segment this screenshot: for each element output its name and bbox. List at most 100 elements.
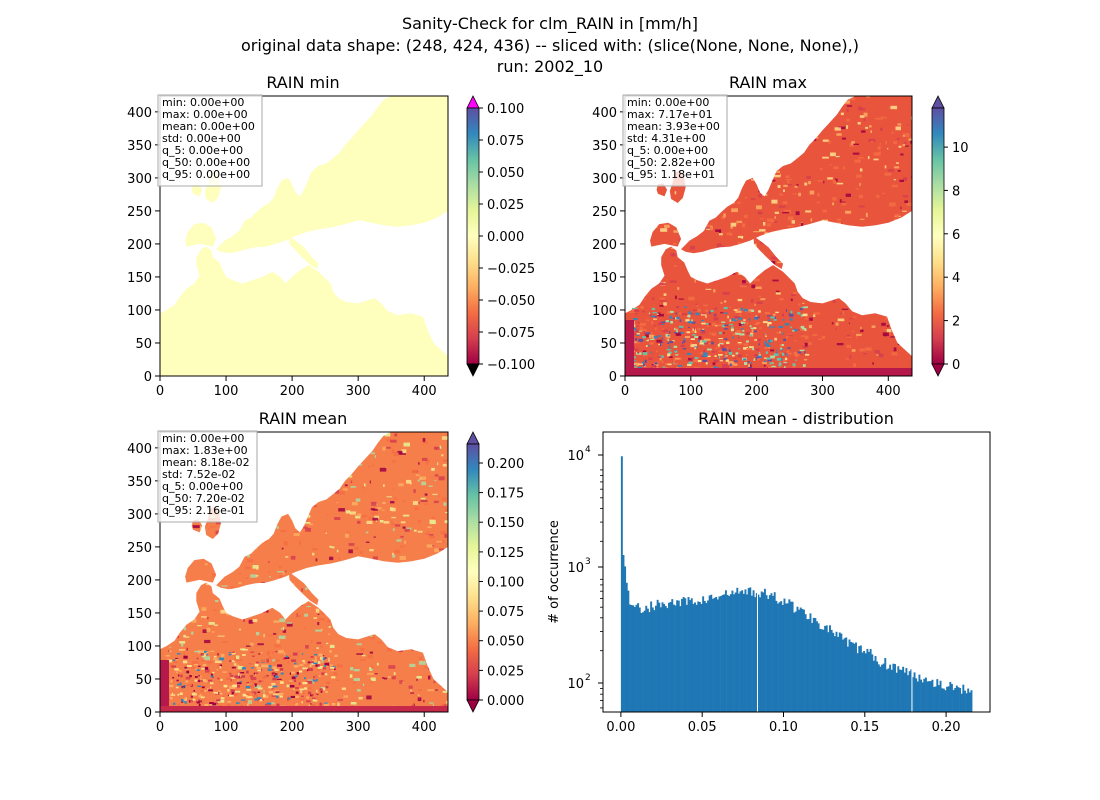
xtick-label: 200 — [280, 384, 305, 399]
ytick-dist: 10 — [567, 677, 584, 692]
hist-bar — [950, 683, 953, 712]
stat-line: mean: 8.18e-02 — [162, 456, 250, 469]
colorbar-tick-label: −0.025 — [487, 262, 535, 277]
hist-bar — [760, 591, 763, 712]
ytick-label: 300 — [127, 172, 152, 187]
hist-bar — [720, 596, 723, 712]
hist-bar — [869, 649, 872, 712]
hist-bar — [742, 593, 745, 712]
hist-bar — [898, 669, 901, 712]
stat-line: q_50: 0.00e+00 — [162, 156, 250, 169]
ylabel-dist: # of occurrence — [547, 520, 562, 624]
histogram-gaps — [756, 452, 913, 712]
hist-bar — [840, 633, 843, 712]
hist-bar — [635, 604, 638, 712]
stats-box-min: min: 0.00e+00 max: 0.00e+00 mean: 0.00e+… — [157, 94, 263, 187]
stat-line: std: 0.00e+00 — [162, 132, 241, 145]
colorbar-tick-label: 0.025 — [487, 198, 524, 213]
colorbar-max: 10 8 6 4 2 0 — [931, 95, 969, 377]
hist-bar — [812, 617, 815, 712]
hist-bar — [659, 607, 662, 712]
hist-bar — [881, 664, 883, 712]
stat-line: q_95: 0.00e+00 — [162, 168, 250, 181]
y-ticks-max: 0 50 100 150 200 250 300 350 400 — [592, 106, 625, 385]
colorbar-tick-label: 0.000 — [487, 694, 524, 709]
hist-bar — [663, 604, 666, 712]
hist-bar — [690, 598, 693, 712]
stat-line: std: 4.31e+00 — [627, 132, 706, 145]
hist-bar — [786, 603, 789, 712]
map-mean — [160, 432, 448, 712]
hist-bar — [968, 692, 971, 712]
boundary-strip-bottom — [625, 368, 912, 376]
hist-bar — [921, 682, 924, 712]
hist-bar — [939, 680, 942, 712]
xtick-label: 0.05 — [688, 720, 717, 735]
hist-bar — [733, 594, 736, 712]
xtick-label: 0 — [156, 720, 164, 735]
hist-bar — [858, 646, 861, 712]
hist-bar — [845, 637, 848, 712]
hist-bar — [724, 590, 727, 712]
hist-bar — [765, 595, 768, 712]
hist-bar — [947, 686, 950, 712]
hist-bar — [842, 639, 844, 712]
hist-bar — [718, 596, 721, 712]
hist-bar — [622, 555, 625, 712]
ytick-label: 50 — [135, 673, 152, 688]
xtick-label: 100 — [214, 384, 239, 399]
ytick-label: 50 — [600, 337, 617, 352]
colorbar-tick-label: 0.200 — [487, 457, 524, 472]
hist-bar — [754, 597, 757, 712]
colorbar-tick-label: 0.100 — [487, 576, 524, 591]
xtick-label: 400 — [876, 384, 901, 399]
x-ticks-min: 0 100 200 300 400 — [156, 376, 437, 399]
hist-bar — [879, 666, 882, 712]
hist-bar — [741, 590, 744, 712]
hist-bar — [749, 587, 752, 712]
ytick-dist: 10 — [567, 561, 584, 576]
hist-bar — [679, 606, 682, 712]
xtick-label: 400 — [412, 384, 437, 399]
hist-bar — [702, 596, 705, 712]
hist-bar — [643, 610, 646, 712]
hist-bar — [907, 675, 909, 712]
hist-bar — [872, 660, 875, 712]
hist-bar — [944, 690, 947, 712]
colorbar-ticks: 0.100 0.075 0.050 0.025 0.000 −0.025 −0.050 −0.… — [479, 102, 535, 373]
stat-line: min: 0.00e+00 — [162, 432, 244, 445]
stat-line: min: 0.00e+00 — [162, 96, 244, 109]
hist-bar — [762, 592, 765, 712]
hist-bar — [970, 690, 973, 712]
hist-bar — [955, 685, 958, 712]
hist-bar — [885, 669, 888, 712]
colorbar-mean: 0.200 0.175 0.150 0.125 0.100 0.075 0.050 0.025… — [466, 431, 524, 713]
hist-bar — [838, 632, 841, 712]
axes-frame-dist — [602, 431, 991, 713]
xtick-label: 300 — [810, 384, 835, 399]
colorbar-extend-bottom — [466, 363, 480, 377]
hist-bar — [894, 664, 896, 712]
panel-title-max: RAIN max — [729, 73, 807, 92]
xtick-label: 0.15 — [850, 720, 879, 735]
panel-title-min: RAIN min — [266, 73, 339, 92]
y-ticks-dist: 10 4 10 3 10 2 — [567, 445, 603, 709]
axes-frame-max — [624, 95, 913, 377]
ytick-label: 0 — [144, 370, 152, 385]
hist-bar — [778, 602, 781, 712]
hist-bar — [692, 603, 695, 712]
hist-bar — [793, 612, 796, 712]
ytick-label: 150 — [127, 271, 152, 286]
hist-bar — [685, 604, 688, 712]
hist-bar — [723, 594, 726, 712]
hist-bar — [655, 605, 657, 712]
hist-bar — [967, 688, 970, 712]
hist-bar — [697, 601, 700, 712]
hist-bar — [890, 669, 893, 712]
panel-rain-mean: RAIN mean 0 100 200 300 400 0 50 100 150 200 250 3… — [127, 409, 524, 735]
colorbar-tick-label: 0.125 — [487, 546, 524, 561]
colorbar-tick-label: 0.075 — [487, 134, 524, 149]
ytick-label: 400 — [127, 106, 152, 121]
hist-bar — [669, 602, 672, 712]
hist-bar — [698, 601, 701, 712]
